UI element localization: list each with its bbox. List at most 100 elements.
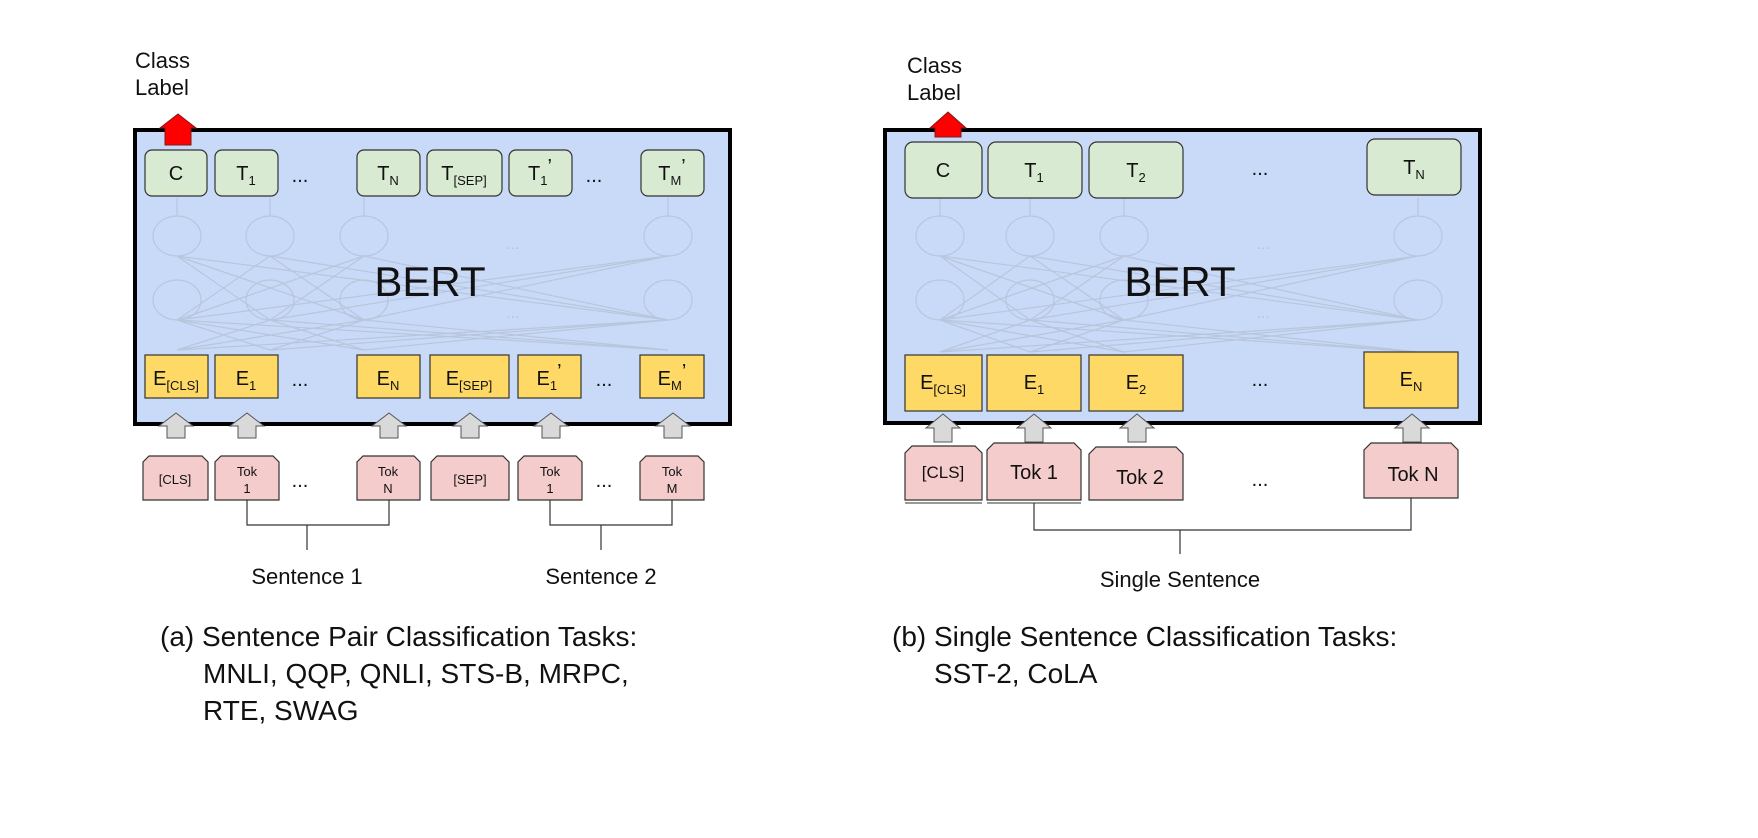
svg-text:N: N <box>383 481 392 496</box>
svg-text:M: M <box>667 481 678 496</box>
token-node: Tok 1 <box>986 442 1082 504</box>
embedding-node: E[CLS] <box>144 354 209 399</box>
transformer-network <box>915 198 1443 353</box>
output-node: TN <box>356 149 421 197</box>
bert-label: BERT <box>374 258 485 305</box>
embedding-node: E1’ <box>517 354 582 399</box>
svg-text:EM’: EM’ <box>658 361 687 393</box>
embedding-node: E1 <box>214 354 279 399</box>
class-output-arrow <box>928 111 968 138</box>
caption-line: MNLI, QQP, QNLI, STS-B, MRPC, <box>203 658 629 689</box>
token-ellipsis: ... <box>596 470 613 492</box>
svg-text:[CLS]: [CLS] <box>159 472 192 487</box>
svg-text:Tok 2: Tok 2 <box>1116 467 1164 489</box>
svg-text:E1: E1 <box>1024 372 1045 397</box>
token-node: Tok 2 <box>1088 446 1184 501</box>
svg-text:E[CLS]: E[CLS] <box>153 368 199 393</box>
output-node: TM’ <box>640 149 705 197</box>
output-ellipsis: ... <box>1252 158 1269 180</box>
token-node: Tok M <box>639 455 705 501</box>
embedding-node: E1 <box>986 354 1082 412</box>
token-node: [SEP] <box>430 455 510 501</box>
svg-text:EN: EN <box>1400 369 1423 394</box>
token-node: Tok N <box>1363 442 1459 499</box>
token-ellipsis: ... <box>1252 469 1269 491</box>
svg-text:E1’: E1’ <box>536 361 561 393</box>
svg-text:C: C <box>936 160 950 182</box>
svg-text:EN: EN <box>377 368 400 393</box>
network-ellipsis: ... <box>506 236 519 253</box>
sentence-2-label: Sentence 2 <box>545 564 656 589</box>
embedding-node: EN <box>356 354 421 399</box>
caption-line: (a) Sentence Pair Classification Tasks: <box>160 621 637 652</box>
output-node: TN <box>1366 138 1462 196</box>
svg-text:Tok: Tok <box>378 464 399 479</box>
svg-text:1: 1 <box>546 481 553 496</box>
panel-a: Class Label BERT C <box>133 48 732 726</box>
output-node: T1’ <box>508 149 573 197</box>
svg-text:Tok: Tok <box>540 464 561 479</box>
network-ellipsis: ... <box>1256 236 1269 253</box>
svg-text:Tok: Tok <box>237 464 258 479</box>
network-ellipsis: ... <box>1256 305 1269 322</box>
output-ellipsis: ... <box>586 165 603 187</box>
svg-text:[SEP]: [SEP] <box>453 472 486 487</box>
class-output-arrow <box>158 113 198 146</box>
svg-text:T1: T1 <box>1024 160 1043 185</box>
caption-line: RTE, SWAG <box>203 695 359 726</box>
token-node: [CLS] <box>904 445 983 504</box>
embedding-ellipsis: ... <box>292 369 309 391</box>
svg-text:C: C <box>169 163 183 185</box>
class-label-line2: Label <box>907 80 961 105</box>
sentence-label: Single Sentence <box>1100 567 1260 592</box>
input-arrow <box>924 413 1431 443</box>
embedding-node: E2 <box>1088 354 1184 412</box>
sentence-bracket <box>246 500 673 550</box>
input-arrow <box>157 412 692 439</box>
bert-label: BERT <box>1124 258 1235 305</box>
svg-text:T1’: T1’ <box>528 156 552 188</box>
svg-text:Tok: Tok <box>662 464 683 479</box>
transformer-network <box>152 198 693 351</box>
token-node: [CLS] <box>142 455 209 501</box>
embedding-ellipsis: ... <box>596 369 613 391</box>
token-ellipsis: ... <box>292 470 309 492</box>
svg-text:[CLS]: [CLS] <box>922 463 965 482</box>
class-label-line1: Class <box>907 53 962 78</box>
output-node: T1 <box>987 141 1083 199</box>
svg-text:T1: T1 <box>236 163 255 188</box>
svg-text:T2: T2 <box>1126 160 1145 185</box>
output-node: T1 <box>214 149 279 197</box>
svg-text:E[SEP]: E[SEP] <box>446 368 493 393</box>
caption-line: (b) Single Sentence Classification Tasks… <box>892 621 1397 652</box>
output-node: C <box>144 149 208 197</box>
output-node: T2 <box>1088 141 1184 199</box>
token-node: Tok N <box>356 455 421 501</box>
embedding-node: E[SEP] <box>429 354 510 399</box>
panel-b: Class Label BERT C T1 <box>883 53 1482 689</box>
svg-text:1: 1 <box>243 481 250 496</box>
output-node: C <box>904 141 983 199</box>
sentence-1-label: Sentence 1 <box>251 564 362 589</box>
sentence-bracket <box>1033 498 1412 554</box>
svg-text:TN: TN <box>377 163 399 188</box>
svg-text:Tok N: Tok N <box>1387 464 1438 486</box>
token-node: Tok 1 <box>214 455 280 501</box>
embedding-node: EN <box>1363 351 1459 409</box>
class-label-line1: Class <box>135 48 190 73</box>
svg-text:E2: E2 <box>1126 372 1147 397</box>
token-node: Tok 1 <box>517 455 583 501</box>
output-ellipsis: ... <box>292 165 309 187</box>
output-node: T[SEP] <box>426 149 503 197</box>
class-label-line2: Label <box>135 75 189 100</box>
embedding-node: E[CLS] <box>904 354 983 412</box>
svg-text:E[CLS]: E[CLS] <box>920 372 966 397</box>
svg-text:TN: TN <box>1403 157 1425 182</box>
embedding-node: EM’ <box>639 354 705 399</box>
network-ellipsis: ... <box>506 305 519 322</box>
caption-line: SST-2, CoLA <box>934 658 1098 689</box>
svg-text:E1: E1 <box>236 368 257 393</box>
svg-text:T[SEP]: T[SEP] <box>441 163 486 188</box>
svg-text:Tok 1: Tok 1 <box>1010 462 1058 484</box>
